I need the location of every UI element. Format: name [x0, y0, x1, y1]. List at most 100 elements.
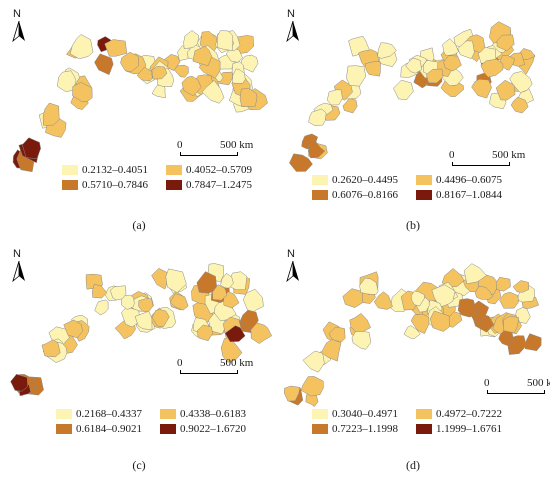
legend-label: 0.3040–0.4971: [332, 408, 398, 420]
legend-label: 0.6184–0.9021: [76, 423, 142, 435]
map-region: [57, 70, 77, 92]
map-region: [426, 68, 444, 84]
map-region: [240, 309, 259, 330]
legend-swatch: [166, 165, 182, 175]
map-region: [302, 350, 325, 373]
map-region: [429, 310, 450, 332]
legend-label: 0.2132–0.4051: [82, 164, 148, 176]
map-region: [321, 339, 342, 362]
map-region: [41, 339, 61, 358]
legend-swatch: [166, 180, 182, 190]
north-arrow-icon: N: [10, 8, 28, 44]
north-label: N: [287, 8, 295, 20]
map-region: [328, 326, 346, 342]
legend-label: 0.8167–1.0844: [436, 189, 502, 201]
map-region: [104, 39, 128, 57]
map-region: [63, 319, 83, 339]
map-region: [440, 80, 464, 97]
map-region: [342, 98, 358, 114]
scale-distance: 500 km: [527, 377, 550, 389]
map-region: [250, 322, 273, 344]
map-region: [196, 271, 218, 294]
map-region: [42, 102, 60, 126]
legend-swatch: [62, 180, 78, 190]
legend-label: 0.9022–1.6720: [180, 423, 246, 435]
map-region: [457, 298, 478, 318]
map-region: [308, 141, 326, 159]
map-region: [240, 54, 259, 73]
legend-swatch: [312, 190, 328, 200]
north-label: N: [287, 248, 295, 260]
map-region: [515, 307, 531, 324]
legend-swatch: [160, 424, 176, 434]
legend-swatch: [312, 409, 328, 419]
legend-label: 0.4052–0.5709: [186, 164, 252, 176]
map-region: [109, 285, 127, 301]
north-arrow-icon: N: [10, 248, 28, 284]
map-region: [92, 283, 108, 299]
map-region: [120, 51, 139, 73]
map-panel-b: N 0 500 km 0.2620–0.4495 0.4496–0.6075 0.6…: [278, 2, 548, 240]
north-arrow-icon: N: [284, 8, 302, 44]
map-region: [169, 293, 189, 311]
map-region: [94, 53, 114, 76]
map-region: [495, 276, 511, 292]
panel-caption: (b): [406, 218, 420, 232]
map-region: [471, 79, 492, 99]
legend-label: 0.7847–1.2475: [186, 179, 252, 191]
map-region: [136, 66, 153, 82]
map-region: [512, 280, 530, 293]
map-region: [410, 313, 430, 334]
legend-label: 0.2620–0.4495: [332, 174, 398, 186]
legend-swatch: [312, 424, 328, 434]
map-region: [359, 277, 379, 295]
map-panel-d: N 0 500 km 0.3040–0.4971 0.4972–0.7222 0.7…: [278, 242, 550, 480]
map-region: [342, 288, 363, 308]
choropleth-map: [12, 30, 268, 172]
legend-label: 1.1999–1.6761: [436, 423, 502, 435]
scale-bar: 0 500 km: [176, 139, 266, 162]
north-label: N: [13, 8, 21, 20]
map-region: [524, 333, 542, 352]
legend-swatch: [416, 409, 432, 419]
map-region: [94, 299, 109, 316]
map-region: [300, 376, 324, 397]
scale-zero: 0: [449, 149, 455, 161]
choropleth-map: [289, 21, 536, 172]
map-region: [151, 309, 170, 328]
map-region: [69, 34, 94, 60]
map-region: [134, 310, 153, 330]
legend-swatch: [416, 190, 432, 200]
map-region: [509, 71, 533, 94]
map-region: [502, 315, 520, 334]
map-region: [173, 64, 189, 78]
legend-swatch: [56, 409, 72, 419]
map-region: [22, 137, 41, 160]
map-region: [183, 30, 199, 49]
map-region: [151, 267, 169, 290]
choropleth-map: [284, 263, 542, 407]
map-region: [500, 55, 515, 71]
map-region: [443, 55, 462, 72]
legend-swatch: [160, 409, 176, 419]
map-region: [496, 34, 515, 52]
map-region: [373, 291, 393, 310]
north-arrow-icon: N: [284, 248, 302, 284]
map-region: [464, 34, 486, 53]
map-region: [121, 306, 141, 328]
map-region: [377, 42, 397, 59]
legend-swatch: [416, 175, 432, 185]
legend-label: 0.5710–0.7846: [82, 179, 148, 191]
map-region: [212, 284, 228, 301]
legend-swatch: [416, 424, 432, 434]
map-region: [346, 65, 367, 87]
legend-label: 0.4338–0.6183: [180, 408, 246, 420]
map-region: [431, 284, 456, 308]
map-region: [499, 291, 520, 309]
map-region: [463, 263, 487, 285]
map-region: [192, 46, 213, 66]
map-region: [510, 96, 529, 114]
map-region: [151, 65, 168, 80]
map-region: [351, 331, 372, 350]
map-region: [410, 290, 425, 307]
